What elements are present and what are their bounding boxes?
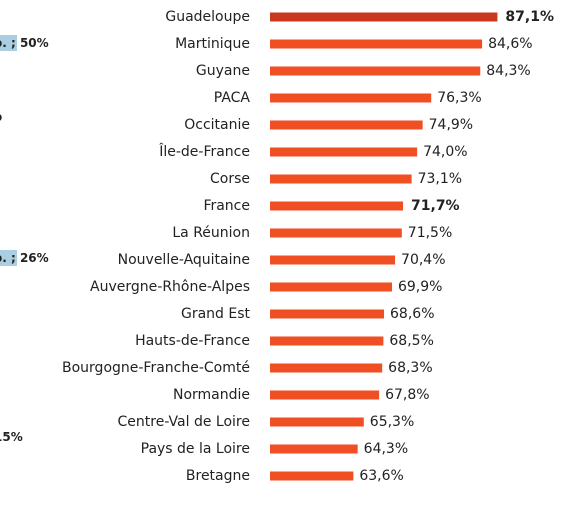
annotation-text: 50%: [16, 36, 49, 50]
category-label: Guadeloupe: [165, 9, 250, 25]
category-label: Nouvelle-Aquitaine: [118, 252, 250, 268]
bar: [270, 390, 380, 400]
category-label: La Réunion: [172, 225, 250, 241]
category-label: Normandie: [173, 387, 250, 403]
value-label: 65,3%: [370, 414, 414, 430]
annotation-text: 26%: [16, 251, 49, 265]
annotation: o. ; 50%: [0, 36, 49, 50]
category-label: Bretagne: [186, 468, 250, 484]
highlight-box: [0, 35, 17, 51]
bar: [270, 120, 423, 130]
highlight-box: [0, 250, 17, 266]
category-label: Martinique: [175, 36, 250, 52]
value-label: 70,4%: [401, 252, 445, 268]
bar: [270, 336, 384, 346]
value-label: 63,6%: [359, 468, 403, 484]
annotation-highlight: o. ;: [0, 251, 16, 265]
annotation: 15%: [0, 430, 23, 444]
bar: [270, 228, 402, 238]
category-label: France: [203, 198, 250, 214]
bar: [270, 255, 396, 265]
value-label: 64,3%: [364, 441, 408, 457]
bar: [270, 309, 385, 319]
bar: [270, 201, 404, 211]
bar: [270, 417, 364, 427]
category-label: Auvergne-Rhône-Alpes: [90, 279, 250, 295]
bar: [270, 282, 392, 292]
value-label: 68,6%: [390, 306, 434, 322]
category-label: Pays de la Loire: [141, 441, 250, 457]
bar: [270, 363, 383, 373]
category-label: Bourgogne-Franche-Comté: [62, 360, 250, 376]
annotation: o. ; 26%: [0, 251, 49, 265]
value-label: 84,3%: [486, 63, 530, 79]
value-label: 87,1%: [505, 9, 554, 25]
bar: [270, 471, 354, 481]
value-label: 76,3%: [437, 90, 481, 106]
value-label: 73,1%: [418, 171, 462, 187]
annotation-text: 15%: [0, 430, 23, 444]
annotation: o: [0, 110, 2, 124]
value-label: 74,0%: [423, 144, 467, 160]
bar: [270, 93, 432, 103]
annotation-highlight: o. ;: [0, 36, 16, 50]
value-label: 69,9%: [398, 279, 442, 295]
category-label: Centre-Val de Loire: [118, 414, 250, 430]
category-label: Grand Est: [181, 306, 251, 322]
category-label: Occitanie: [184, 117, 250, 133]
bar: [270, 39, 483, 49]
bar: [270, 444, 358, 454]
value-label: 67,8%: [385, 387, 429, 403]
category-label: Corse: [210, 171, 250, 187]
bar: [270, 174, 412, 184]
bar: [270, 66, 481, 76]
value-label: 68,5%: [389, 333, 433, 349]
value-label: 68,3%: [388, 360, 432, 376]
bar: [270, 12, 498, 22]
value-label: 71,7%: [411, 198, 460, 214]
value-label: 84,6%: [488, 36, 532, 52]
category-label: Guyane: [196, 63, 250, 79]
value-label: 74,9%: [429, 117, 473, 133]
category-label: Île-de-France: [158, 142, 250, 160]
category-label: PACA: [214, 90, 251, 106]
value-label: 71,5%: [408, 225, 452, 241]
category-label: Hauts-de-France: [135, 333, 250, 349]
bar: [270, 147, 418, 157]
annotation-text: o: [0, 110, 2, 124]
